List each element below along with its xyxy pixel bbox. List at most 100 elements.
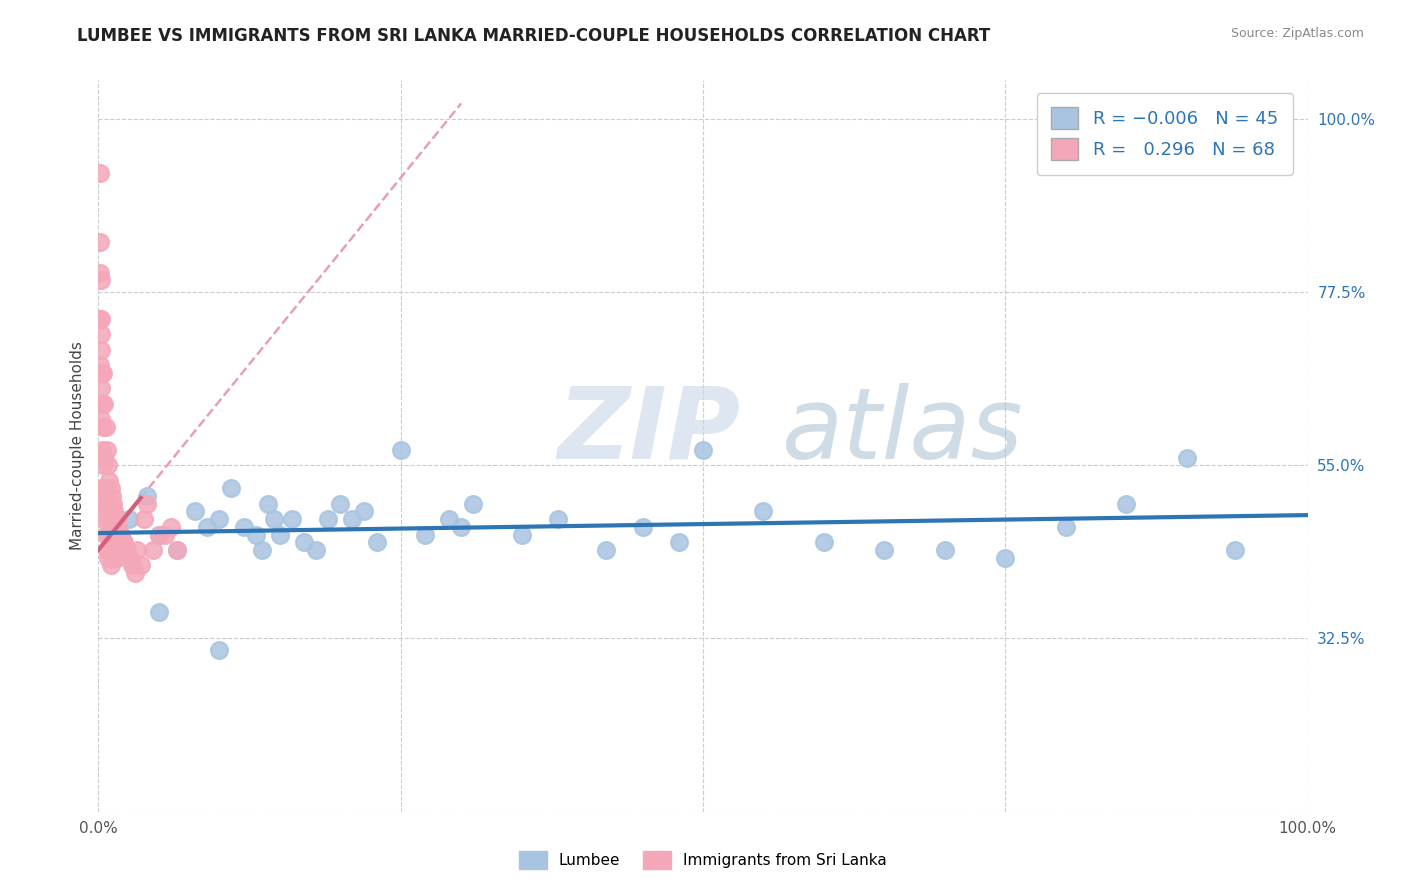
Point: [105, 550, 128, 565]
Point: [98, 527, 121, 541]
Point: [101, 497, 124, 511]
Point: [96, 442, 118, 457]
Point: [100, 489, 122, 503]
Point: [668, 535, 690, 549]
Point: [129, 558, 152, 573]
Point: [94, 419, 117, 434]
Point: [166, 543, 188, 558]
Point: [547, 512, 569, 526]
Point: [91, 397, 114, 411]
Point: [142, 543, 165, 558]
Point: [103, 504, 125, 518]
Point: [105, 512, 128, 526]
Point: [813, 535, 835, 549]
Point: [1223, 543, 1246, 558]
Point: [232, 520, 254, 534]
Text: ZIP: ZIP: [558, 383, 741, 480]
Point: [97, 458, 120, 473]
Point: [510, 527, 533, 541]
Point: [93, 397, 115, 411]
Point: [450, 520, 472, 534]
Point: [101, 543, 124, 558]
Point: [97, 512, 120, 526]
Point: [752, 504, 775, 518]
Point: [692, 442, 714, 457]
Point: [153, 527, 176, 541]
Point: [437, 512, 460, 526]
Legend: Lumbee, Immigrants from Sri Lanka: Lumbee, Immigrants from Sri Lanka: [513, 845, 893, 875]
Point: [98, 474, 121, 488]
Point: [250, 543, 273, 558]
Point: [595, 543, 617, 558]
Point: [413, 527, 436, 541]
Point: [117, 543, 139, 558]
Point: [89, 235, 111, 249]
Point: [1175, 450, 1198, 465]
Point: [108, 527, 131, 541]
Point: [221, 481, 243, 495]
Point: [90, 327, 112, 342]
Point: [195, 520, 218, 534]
Point: [89, 266, 111, 280]
Point: [110, 527, 132, 541]
Point: [463, 497, 485, 511]
Point: [184, 504, 207, 518]
Point: [305, 543, 328, 558]
Point: [91, 497, 114, 511]
Point: [90, 343, 112, 357]
Point: [366, 535, 388, 549]
Point: [104, 512, 127, 526]
Point: [93, 450, 115, 465]
Point: [281, 512, 304, 526]
Point: [292, 535, 315, 549]
Point: [256, 497, 278, 511]
Point: [96, 543, 118, 558]
Point: [112, 535, 135, 549]
Point: [1054, 520, 1077, 534]
Point: [934, 543, 956, 558]
Point: [389, 442, 412, 457]
Point: [1115, 497, 1137, 511]
Point: [269, 527, 291, 541]
Point: [100, 481, 122, 495]
Point: [107, 520, 129, 534]
Point: [97, 550, 120, 565]
Point: [91, 366, 114, 380]
Point: [263, 512, 285, 526]
Point: [89, 312, 111, 326]
Point: [90, 381, 112, 395]
Point: [353, 504, 375, 518]
Point: [118, 550, 141, 565]
Point: [342, 512, 364, 526]
Legend: R = −0.006   N = 45, R =   0.296   N = 68: R = −0.006 N = 45, R = 0.296 N = 68: [1036, 93, 1292, 175]
Point: [148, 527, 170, 541]
Point: [118, 512, 141, 526]
Point: [103, 550, 125, 565]
Point: [121, 558, 143, 573]
Point: [135, 489, 157, 503]
Point: [160, 520, 183, 534]
Point: [135, 497, 157, 511]
Point: [90, 273, 112, 287]
Point: [89, 358, 111, 372]
Point: [91, 481, 114, 495]
Point: [108, 527, 131, 541]
Text: LUMBEE VS IMMIGRANTS FROM SRI LANKA MARRIED-COUPLE HOUSEHOLDS CORRELATION CHART: LUMBEE VS IMMIGRANTS FROM SRI LANKA MARR…: [77, 27, 991, 45]
Point: [148, 605, 170, 619]
Point: [166, 543, 188, 558]
Point: [134, 512, 156, 526]
Point: [316, 512, 339, 526]
Point: [245, 527, 267, 541]
Text: atlas: atlas: [782, 383, 1024, 480]
Point: [208, 643, 231, 657]
Point: [93, 512, 115, 526]
Point: [94, 527, 117, 541]
Point: [118, 550, 141, 565]
Point: [208, 512, 231, 526]
Point: [91, 366, 114, 380]
Point: [111, 535, 134, 549]
Point: [114, 543, 136, 558]
Point: [994, 550, 1017, 565]
Point: [91, 442, 114, 457]
Point: [90, 312, 112, 326]
